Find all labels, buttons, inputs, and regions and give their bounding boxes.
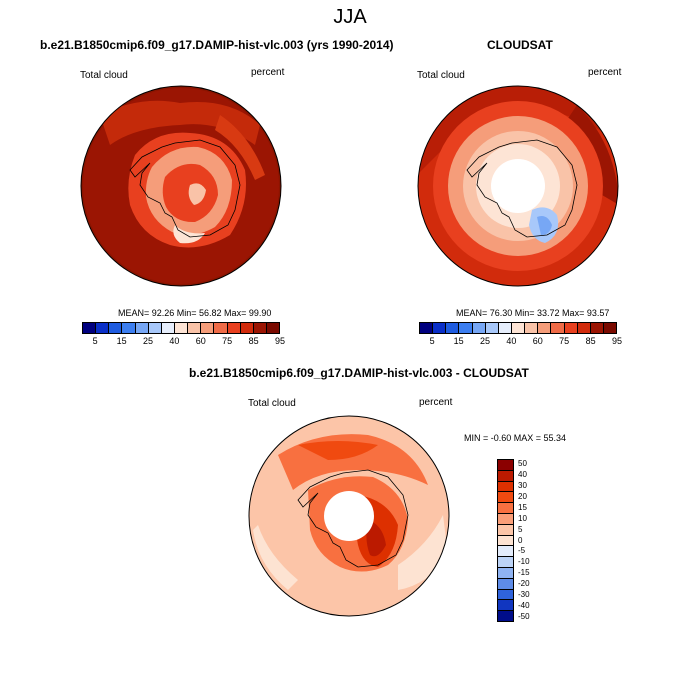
colorbar-tick-label: 40 bbox=[506, 336, 517, 346]
colorbar-cell bbox=[240, 323, 254, 333]
colorbar-tick-label: -50 bbox=[518, 611, 530, 621]
colorbar-cell bbox=[498, 578, 513, 590]
colorbar-tick-label: 40 bbox=[518, 470, 527, 480]
panel3-units-label: percent bbox=[419, 397, 453, 408]
panel1-units-label: percent bbox=[251, 67, 285, 78]
colorbar-cell bbox=[498, 323, 512, 333]
colorbar-tick-label: 10 bbox=[518, 513, 527, 523]
colorbar-cell bbox=[498, 481, 513, 493]
colorbar-tick-label: 15 bbox=[518, 502, 527, 512]
panel3-colorbar-ticks: 50 40 30 20 15 10 5 0 -5 -10 -15 -20 -30 -40 -50 bbox=[518, 459, 548, 622]
colorbar-cell bbox=[538, 323, 552, 333]
colorbar-cell bbox=[188, 323, 202, 333]
colorbar-cell bbox=[83, 323, 97, 333]
panel2-variable-label: Total cloud bbox=[417, 70, 465, 81]
colorbar-tick-label: 40 bbox=[169, 336, 180, 346]
colorbar-cell bbox=[498, 611, 513, 621]
panel1-colorbar bbox=[82, 322, 280, 334]
panel1-title: b.e21.B1850cmip6.f09_g17.DAMIP-hist-vlc.… bbox=[40, 38, 394, 52]
colorbar-cell bbox=[472, 323, 486, 333]
colorbar-cell bbox=[525, 323, 539, 333]
colorbar-cell bbox=[498, 557, 513, 568]
colorbar-cell bbox=[214, 323, 228, 333]
colorbar-cell bbox=[564, 323, 578, 333]
colorbar-cell bbox=[148, 323, 162, 333]
colorbar-tick-label: 60 bbox=[532, 336, 543, 346]
panel3-title: b.e21.B1850cmip6.f09_g17.DAMIP-hist-vlc.… bbox=[189, 366, 529, 380]
colorbar-cell bbox=[266, 323, 280, 333]
colorbar-cell bbox=[201, 323, 215, 333]
main-title: JJA bbox=[333, 6, 367, 28]
colorbar-cell bbox=[603, 323, 617, 333]
panel3-colorbar bbox=[497, 459, 514, 622]
colorbar-tick-label: -5 bbox=[518, 546, 526, 556]
colorbar-tick-label: 25 bbox=[142, 336, 154, 346]
colorbar-cell bbox=[135, 323, 149, 333]
colorbar-tick-label: 20 bbox=[518, 492, 527, 502]
colorbar-cell bbox=[498, 503, 513, 514]
colorbar-cell bbox=[433, 323, 447, 333]
colorbar-cell bbox=[446, 323, 460, 333]
panel1-colorbar-ticks: 5 15 25 40 60 75 85 95 bbox=[82, 336, 285, 348]
colorbar-cell bbox=[498, 513, 513, 525]
panel1-variable-label: Total cloud bbox=[80, 70, 128, 81]
colorbar-cell bbox=[511, 323, 526, 333]
colorbar-tick-label: 5 bbox=[518, 524, 523, 534]
colorbar-cell bbox=[498, 470, 513, 482]
colorbar-cell bbox=[122, 323, 136, 333]
colorbar-tick-label: 15 bbox=[116, 336, 127, 346]
colorbar-cell bbox=[590, 323, 604, 333]
panel1-stats: MEAN= 92.26 Min= 56.82 Max= 99.90 bbox=[118, 308, 272, 318]
colorbar-cell bbox=[498, 524, 513, 536]
colorbar-cell bbox=[109, 323, 123, 333]
panel2-stats: MEAN= 76.30 Min= 33.72 Max= 93.57 bbox=[456, 308, 610, 318]
panel3-stats: MIN = -0.60 MAX = 55.34 bbox=[464, 433, 567, 443]
colorbar-cell bbox=[420, 323, 434, 333]
colorbar-tick-label: 15 bbox=[453, 336, 464, 346]
colorbar-tick-label: 85 bbox=[585, 336, 596, 346]
colorbar-cell bbox=[498, 460, 513, 471]
colorbar-tick-label: 95 bbox=[274, 336, 286, 346]
colorbar-tick-label: 5 bbox=[92, 336, 98, 346]
panel2-colorbar-ticks: 5 15 25 40 60 75 85 95 bbox=[419, 336, 622, 348]
colorbar-cell bbox=[485, 323, 499, 333]
colorbar-cell bbox=[498, 492, 513, 504]
colorbar-tick-label: -10 bbox=[518, 557, 530, 567]
colorbar-cell bbox=[174, 323, 189, 333]
colorbar-tick-label: 25 bbox=[479, 336, 491, 346]
colorbar-cell bbox=[498, 567, 513, 579]
colorbar-tick-label: 95 bbox=[611, 336, 623, 346]
colorbar-cell bbox=[227, 323, 241, 333]
panel3-map bbox=[248, 415, 450, 617]
colorbar-tick-label: 30 bbox=[518, 481, 527, 491]
panel2-colorbar bbox=[419, 322, 617, 334]
colorbar-tick-label: -40 bbox=[518, 600, 530, 610]
colorbar-tick-label: 75 bbox=[222, 336, 233, 346]
colorbar-tick-label: 75 bbox=[559, 336, 570, 346]
colorbar-cell bbox=[498, 600, 513, 612]
colorbar-cell bbox=[253, 323, 267, 333]
colorbar-cell bbox=[498, 535, 513, 547]
colorbar-cell bbox=[96, 323, 110, 333]
colorbar-tick-label: 50 bbox=[518, 459, 527, 469]
colorbar-cell bbox=[459, 323, 473, 333]
colorbar-tick-label: -15 bbox=[518, 568, 530, 578]
colorbar-cell bbox=[161, 323, 175, 333]
panel1-map bbox=[80, 85, 282, 287]
panel2-title: CLOUDSAT bbox=[487, 38, 553, 52]
panel3-variable-label: Total cloud bbox=[248, 398, 296, 409]
colorbar-cell bbox=[498, 589, 513, 601]
colorbar-tick-label: -20 bbox=[518, 578, 530, 588]
panel2-map bbox=[417, 85, 619, 287]
colorbar-tick-label: 5 bbox=[429, 336, 435, 346]
colorbar-cell bbox=[551, 323, 565, 333]
colorbar-tick-label: -30 bbox=[518, 589, 530, 599]
colorbar-tick-label: 85 bbox=[248, 336, 259, 346]
colorbar-tick-label: 60 bbox=[195, 336, 206, 346]
panel2-units-label: percent bbox=[588, 67, 622, 78]
colorbar-cell bbox=[577, 323, 591, 333]
colorbar-cell bbox=[498, 546, 513, 558]
colorbar-tick-label: 0 bbox=[518, 535, 523, 545]
